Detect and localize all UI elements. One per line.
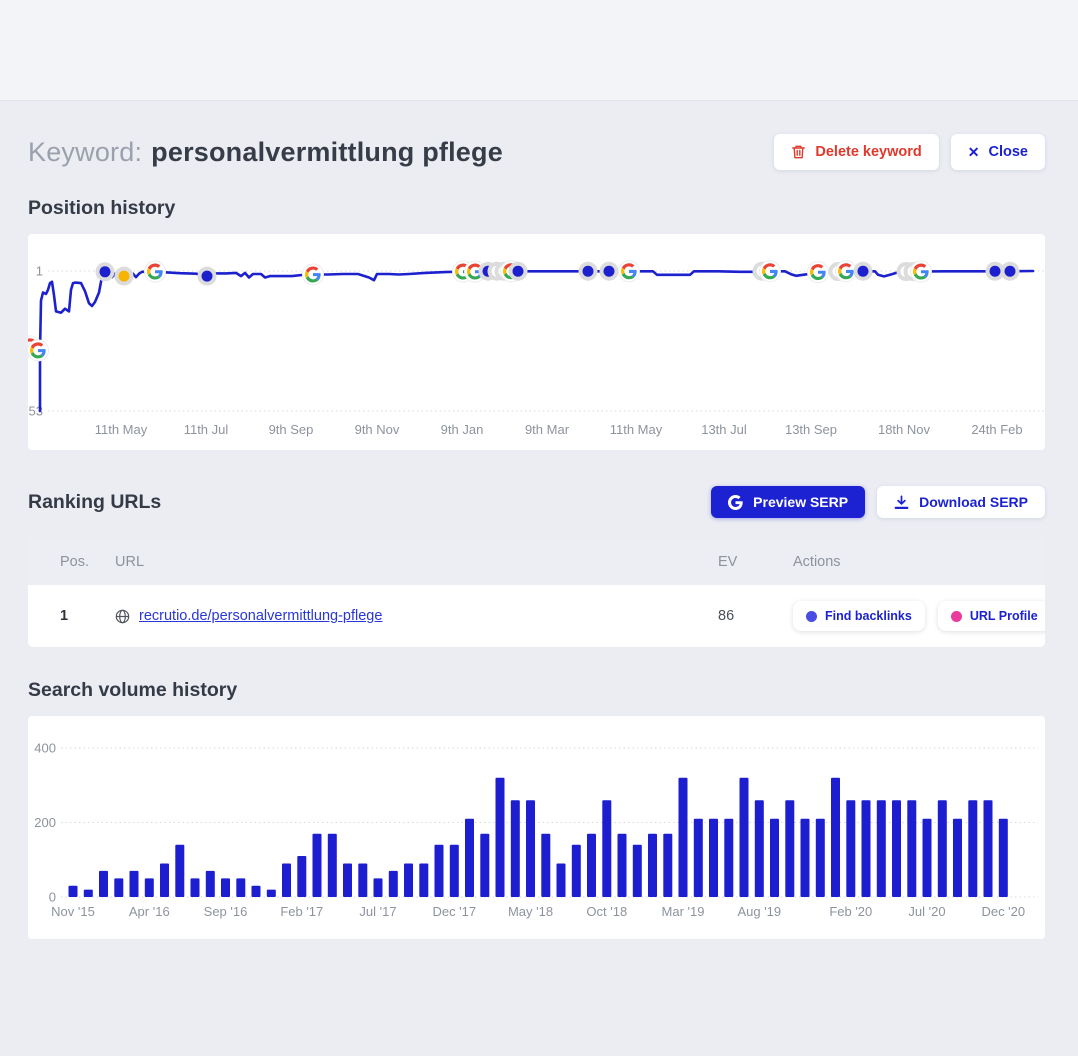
google-g-icon	[728, 494, 743, 510]
keyword-value: personalvermittlung pflege	[151, 136, 503, 167]
svg-text:9th Nov: 9th Nov	[355, 422, 400, 437]
svg-text:11th Jul: 11th Jul	[184, 422, 229, 437]
url-link[interactable]: recrutio.de/personalvermittlung-pflege	[139, 608, 383, 624]
url-profile-button[interactable]: URL Profile	[937, 601, 1045, 631]
svg-text:11th May: 11th May	[610, 422, 663, 437]
actions-cell: Find backlinks URL Profile	[793, 601, 1045, 631]
serp-buttons: Preview SERP Download SERP	[711, 486, 1045, 518]
table-header-pos: Pos.	[60, 553, 90, 570]
svg-text:0: 0	[49, 890, 56, 905]
svg-text:Sep '16: Sep '16	[204, 904, 248, 919]
table-header-actions: Actions	[793, 553, 841, 570]
svg-text:1: 1	[36, 264, 43, 279]
svg-text:9th Sep: 9th Sep	[269, 422, 314, 437]
find-backlinks-button[interactable]: Find backlinks	[793, 601, 925, 631]
panel-header: Keyword: personalvermittlung pflege Delet…	[28, 131, 1045, 173]
keyword-detail-panel: Keyword: personalvermittlung pflege Delet…	[0, 131, 1078, 939]
backlinks-dot-icon	[806, 610, 817, 622]
svg-text:18th Nov: 18th Nov	[878, 422, 931, 437]
table-row: 1 recrutio.de/personalvermittlung-pflege…	[28, 585, 1045, 647]
download-serp-button[interactable]: Download SERP	[877, 486, 1045, 518]
position-history-chart: 1 53 11th May 11th Jul 9th Sep 9th Nov 9th Jan…	[28, 234, 1045, 450]
download-serp-label: Download SERP	[919, 494, 1028, 510]
globe-icon	[115, 609, 130, 624]
svg-text:Oct '18: Oct '18	[586, 904, 627, 919]
close-icon: ✕	[967, 144, 980, 160]
svg-text:Dec '17: Dec '17	[432, 904, 476, 919]
svg-text:Mar '19: Mar '19	[662, 904, 705, 919]
search-volume-chart: 0 200 400 Nov '15 Apr '16 Sep '16 Feb '17 Jul '…	[28, 716, 1045, 939]
svg-text:11th May: 11th May	[95, 422, 148, 437]
close-button[interactable]: ✕ Close	[950, 134, 1045, 170]
url-cell: recrutio.de/personalvermittlung-pflege	[115, 608, 718, 624]
table-header-url: URL	[115, 553, 145, 570]
close-label: Close	[988, 144, 1029, 160]
table-header-ev: EV	[718, 553, 738, 570]
svg-text:Dec '20: Dec '20	[981, 904, 1025, 919]
svg-text:Jul '20: Jul '20	[908, 904, 945, 919]
ev-cell: 86	[718, 608, 735, 624]
download-icon	[894, 494, 909, 510]
svg-text:9th Jan: 9th Jan	[441, 422, 484, 437]
svg-text:Aug '19: Aug '19	[737, 904, 781, 919]
trash-icon	[791, 144, 806, 160]
svg-text:Jul '17: Jul '17	[359, 904, 396, 919]
svg-text:Nov '15: Nov '15	[51, 904, 95, 919]
svg-text:13th Jul: 13th Jul	[701, 422, 747, 437]
preview-serp-button[interactable]: Preview SERP	[711, 486, 866, 518]
preview-serp-label: Preview SERP	[753, 494, 849, 510]
svg-text:400: 400	[34, 741, 56, 756]
ranking-urls-header: Ranking URLs Preview SERP Download SERP	[28, 486, 1045, 518]
svg-text:May '18: May '18	[508, 904, 553, 919]
svg-text:9th Mar: 9th Mar	[525, 422, 570, 437]
delete-keyword-label: Delete keyword	[815, 144, 922, 160]
ranking-urls-title: Ranking URLs	[28, 490, 162, 513]
svg-text:200: 200	[34, 815, 56, 830]
svg-text:13th Sep: 13th Sep	[785, 422, 837, 437]
header-buttons: Delete keyword ✕ Close	[774, 134, 1045, 170]
svg-text:Feb '17: Feb '17	[280, 904, 323, 919]
svg-text:Feb '20: Feb '20	[829, 904, 872, 919]
table-header-row: Pos. URL EV Actions	[28, 538, 1045, 585]
url-profile-dot-icon	[950, 610, 962, 622]
position-history-title: Position history	[28, 197, 176, 219]
position-cell: 1	[60, 608, 69, 624]
svg-text:24th Feb: 24th Feb	[971, 422, 1022, 437]
delete-keyword-button[interactable]: Delete keyword	[774, 134, 939, 170]
keyword-label: Keyword:	[28, 136, 143, 167]
url-profile-label: URL Profile	[969, 609, 1038, 623]
page-title: Keyword: personalvermittlung pflege	[28, 137, 503, 168]
ranking-urls-table: Pos. URL EV Actions 1 recrutio.de/person…	[28, 538, 1045, 647]
top-strip	[0, 0, 1078, 101]
svg-text:Apr '16: Apr '16	[129, 904, 170, 919]
find-backlinks-label: Find backlinks	[825, 609, 912, 623]
search-volume-title: Search volume history	[28, 679, 238, 701]
